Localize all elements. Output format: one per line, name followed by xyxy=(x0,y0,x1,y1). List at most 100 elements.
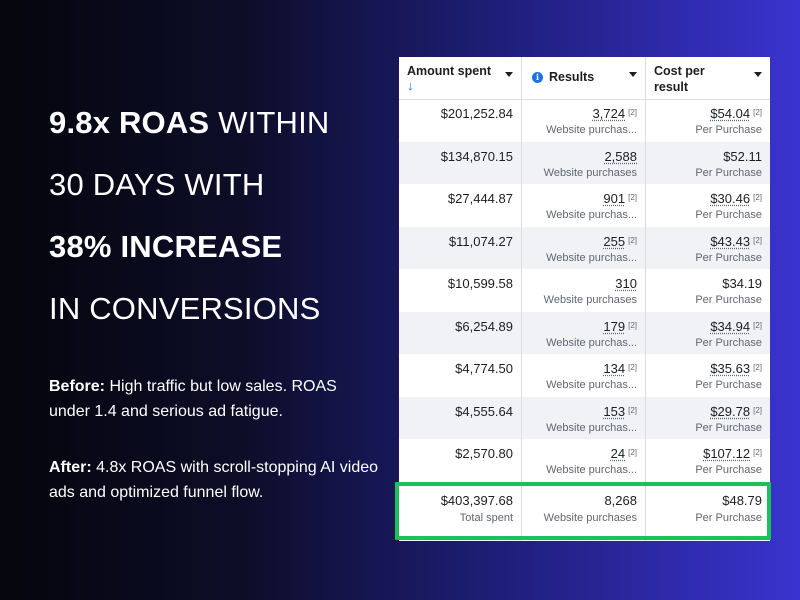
cost-type: Per Purchase xyxy=(695,251,762,264)
results-type: Website purchas... xyxy=(546,124,637,136)
amount-spent-value: $201,252.84 xyxy=(440,106,513,121)
table-row: $201,252.84 3,724 [2] Website purchas... $54… xyxy=(399,99,770,142)
results-type: Website purchases xyxy=(543,166,637,179)
headline: 9.8x ROAS WITHIN 30 DAYS WITH 38% INCREA… xyxy=(49,92,379,340)
results-note: [2] xyxy=(628,363,637,372)
cost-value[interactable]: $34.19 xyxy=(722,276,762,291)
cost-type: Per Purchase xyxy=(695,421,762,434)
results-value[interactable]: 134 xyxy=(603,361,626,376)
total-amount: $403,397.68 xyxy=(440,493,513,508)
results-value-wrap: 134 [2] xyxy=(603,361,637,376)
table-header: Amount spent ↓ i Results Cost per result xyxy=(399,57,770,100)
before-label: Before: xyxy=(49,378,106,395)
after-paragraph: After: 4.8x ROAS with scroll-stopping AI… xyxy=(49,455,379,505)
results-type: Website purchas... xyxy=(546,464,637,476)
cost-note: [2] xyxy=(753,363,762,372)
results-note: [2] xyxy=(628,448,637,457)
cost-value-wrap: $43.43 [2] xyxy=(710,234,762,249)
headline-line-3: 38% INCREASE xyxy=(49,216,379,278)
results-value[interactable]: 179 xyxy=(603,318,626,334)
cost-value[interactable]: $29.78 xyxy=(710,403,751,419)
results-value[interactable]: 2,588 xyxy=(604,148,637,164)
cost-value-wrap: $30.46 [2] xyxy=(710,191,762,206)
total-amount-label: Total spent xyxy=(459,512,513,524)
cost-value[interactable]: $30.46 xyxy=(710,191,751,206)
after-label: After: xyxy=(49,459,92,476)
cost-type: Per Purchase xyxy=(695,464,762,476)
total-cost-label: Per Purchase xyxy=(695,512,762,524)
results-value-wrap: 2,588 xyxy=(604,149,637,164)
results-value-wrap: 179 [2] xyxy=(603,319,637,334)
caret-down-icon[interactable] xyxy=(629,72,637,77)
cost-value-wrap: $52.11 xyxy=(723,149,762,164)
results-type: Website purchas... xyxy=(546,209,637,221)
table-row: $4,555.64 153 [2] Website purchas... $29.78 [… xyxy=(399,396,770,439)
cost-value[interactable]: $52.11 xyxy=(723,148,762,164)
results-value-wrap: 255 [2] xyxy=(603,234,637,249)
results-value[interactable]: 901 xyxy=(603,191,626,206)
headline-line-4: IN CONVERSIONS xyxy=(49,291,321,326)
cost-type: Per Purchase xyxy=(695,379,762,391)
cost-value-wrap: $34.19 xyxy=(722,276,762,291)
cost-value-wrap: $107.12 [2] xyxy=(703,446,762,461)
before-paragraph: Before: High traffic but low sales. ROAS… xyxy=(49,374,379,424)
headline-increase: 38% INCREASE xyxy=(49,229,283,264)
amount-spent-value: $134,870.15 xyxy=(440,148,513,164)
table-row: $10,599.58 310 Website purchases $34.19 Per … xyxy=(399,269,770,312)
headline-line-2: 30 DAYS WITH xyxy=(49,167,265,202)
results-value[interactable]: 310 xyxy=(615,276,637,291)
cost-value[interactable]: $54.04 xyxy=(710,106,751,121)
results-value-wrap: 901 [2] xyxy=(603,191,637,206)
results-value[interactable]: 255 xyxy=(603,233,626,249)
results-value[interactable]: 24 xyxy=(610,446,626,461)
info-icon[interactable]: i xyxy=(532,72,543,83)
total-highlight-box xyxy=(395,482,771,540)
amount-spent-value: $11,074.27 xyxy=(448,233,513,249)
cost-type: Per Purchase xyxy=(695,166,762,179)
arrow-down-icon: ↓ xyxy=(407,78,414,93)
results-value[interactable]: 153 xyxy=(603,403,626,419)
results-type: Website purchas... xyxy=(546,379,637,391)
before-text: High traffic but low sales. ROAS under 1… xyxy=(49,378,337,420)
results-value-wrap: 24 [2] xyxy=(611,446,637,461)
column-header-cost-per-result[interactable]: Cost per result xyxy=(646,57,770,99)
ads-results-table: Amount spent ↓ i Results Cost per result … xyxy=(399,57,770,541)
results-note: [2] xyxy=(628,108,637,117)
table-row: $4,774.50 134 [2] Website purchas... $35.63[… xyxy=(399,354,770,397)
results-value[interactable]: 3,724 xyxy=(592,106,626,121)
cost-note: [2] xyxy=(753,235,762,245)
amount-spent-value: $10,599.58 xyxy=(447,276,513,291)
cost-type: Per Purchase xyxy=(695,294,762,306)
results-note: [2] xyxy=(628,405,637,415)
caret-down-icon[interactable] xyxy=(505,72,513,77)
results-value-wrap: 153 [2] xyxy=(603,404,637,419)
cost-value[interactable]: $34.94 xyxy=(710,318,751,334)
headline-roas: 9.8x ROAS xyxy=(49,105,210,140)
cost-note: [2] xyxy=(753,193,762,202)
table-row: $27,444.87 901 [2] Website purchas... $30.46… xyxy=(399,184,770,227)
cost-type: Per Purchase xyxy=(695,209,762,221)
cost-type: Per Purchase xyxy=(695,124,762,136)
cost-value[interactable]: $107.12 xyxy=(703,446,751,461)
table-row: $134,870.15 2,588 Website purchases $52.11 P… xyxy=(399,141,770,184)
headline-line-1: 9.8x ROAS WITHIN xyxy=(49,92,379,154)
results-type: Website purchas... xyxy=(546,251,637,264)
amount-spent-value: $6,254.89 xyxy=(455,318,513,334)
column-header-cost-label: Cost per result xyxy=(654,64,705,94)
total-results: 8,268 xyxy=(604,493,637,508)
cost-value[interactable]: $43.43 xyxy=(710,233,751,249)
amount-spent-value: $27,444.87 xyxy=(447,191,513,206)
results-type: Website purchas... xyxy=(546,421,637,434)
total-cost: $48.79 xyxy=(722,493,762,508)
results-type: Website purchases xyxy=(543,294,637,306)
column-header-results[interactable]: i Results xyxy=(522,57,646,99)
column-header-amount-spent[interactable]: Amount spent ↓ xyxy=(399,57,522,99)
cost-note: [2] xyxy=(753,320,762,330)
cost-value[interactable]: $35.63 xyxy=(710,361,751,376)
caret-down-icon[interactable] xyxy=(754,72,762,77)
results-value-wrap: 3,724 [2] xyxy=(593,106,637,121)
column-header-results-label: Results xyxy=(549,70,595,84)
results-value-wrap: 310 xyxy=(615,276,637,291)
amount-spent-value: $4,555.64 xyxy=(455,403,513,419)
headline-within: WITHIN xyxy=(209,105,330,140)
